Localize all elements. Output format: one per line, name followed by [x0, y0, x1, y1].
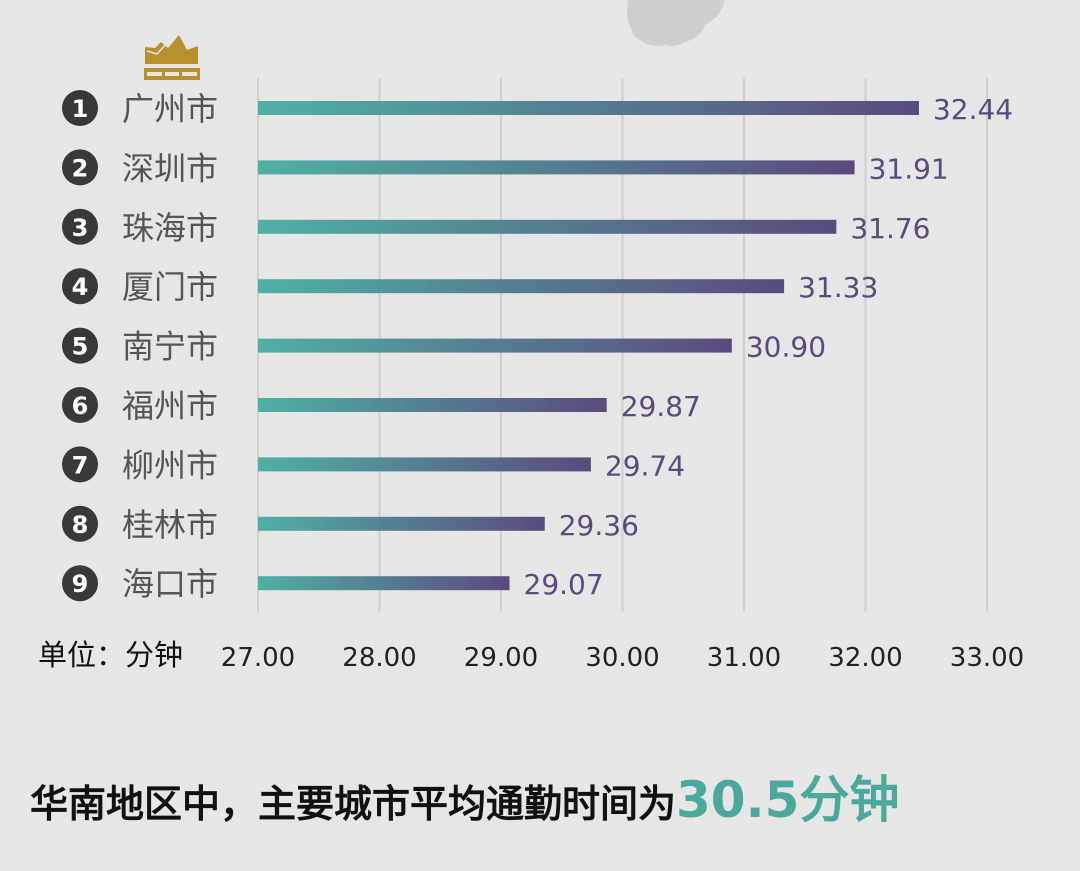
value-label: 30.90	[746, 331, 826, 364]
bar	[258, 398, 607, 412]
category-label: 柳州市	[122, 446, 218, 484]
value-label: 31.91	[869, 152, 949, 185]
rank-badge	[62, 149, 98, 186]
category-label: 深圳市	[122, 149, 218, 187]
rank-number: 9	[72, 570, 89, 598]
x-tick-label: 30.00	[585, 643, 659, 673]
bar	[258, 160, 855, 175]
bar	[258, 219, 837, 234]
value-label: 31.33	[798, 271, 878, 304]
bar	[258, 338, 732, 353]
rank-badge	[62, 387, 98, 423]
value-label: 29.07	[524, 568, 604, 601]
value-label: 32.44	[933, 93, 1013, 126]
map-silhouette-decoration	[627, 0, 725, 46]
summary-text: 华南地区中，主要城市平均通勤时间为30.5分钟	[30, 760, 899, 832]
rank-number: 8	[72, 511, 89, 539]
x-tick-label: 33.00	[950, 643, 1024, 673]
rank-number: 2	[72, 154, 89, 182]
bar	[258, 457, 591, 472]
rank-number: 4	[72, 273, 89, 301]
rank-number: 5	[72, 333, 89, 361]
value-label: 29.74	[605, 449, 685, 482]
category-label: 南宁市	[122, 328, 218, 366]
category-label: 桂林市	[122, 506, 218, 544]
x-tick-label: 27.00	[221, 643, 295, 673]
bar	[258, 576, 510, 591]
category-label: 珠海市	[122, 209, 218, 247]
x-tick-label: 28.00	[342, 643, 416, 673]
value-label: 29.87	[621, 390, 701, 423]
rank-number: 3	[72, 214, 89, 242]
bar	[258, 101, 919, 115]
summary-main: 华南地区中，主要城市平均通勤时间为	[30, 782, 677, 826]
category-label: 广州市	[122, 90, 218, 128]
rank-number: 7	[72, 451, 89, 479]
rank-badge	[62, 565, 98, 602]
category-label: 福州市	[122, 387, 218, 425]
rank-badge	[62, 505, 98, 542]
category-label: 厦门市	[122, 268, 218, 306]
value-label: 29.36	[559, 509, 639, 542]
x-tick-label: 31.00	[707, 643, 781, 673]
category-label: 海口市	[122, 565, 218, 603]
x-tick-label: 32.00	[828, 643, 902, 673]
rank-badge	[62, 268, 98, 305]
bar	[258, 516, 545, 531]
rank-badge	[62, 90, 98, 126]
x-tick-label: 29.00	[464, 643, 538, 673]
rank-number: 1	[72, 95, 89, 123]
bar	[258, 279, 785, 294]
unit-label: 单位：分钟	[38, 638, 184, 672]
rank-badge	[62, 208, 98, 245]
crown-icon	[144, 35, 200, 80]
bar-chart: 1 广州市 32.44 2 深圳市 31.91 3 珠海市 31.76 4 厦门市 31.33 5 南宁市…	[62, 78, 1024, 673]
rank-number: 6	[72, 392, 89, 420]
rank-badge	[62, 327, 98, 364]
rank-badge	[62, 446, 98, 483]
summary-highlight: 30.5分钟	[676, 771, 900, 829]
value-label: 31.76	[850, 212, 930, 245]
